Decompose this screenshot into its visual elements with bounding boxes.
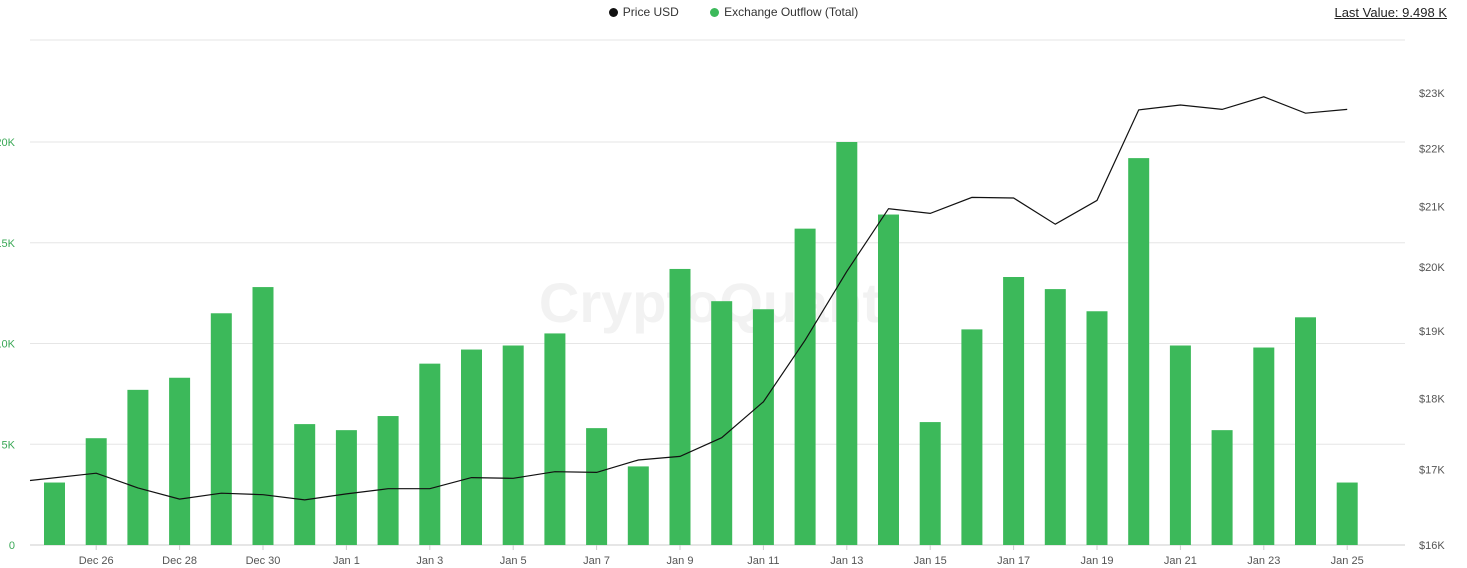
chart-legend: Price USD Exchange Outflow (Total) bbox=[0, 5, 1467, 20]
outflow-bar[interactable] bbox=[544, 333, 566, 545]
outflow-bars bbox=[44, 142, 1358, 546]
legend-label-price: Price USD bbox=[622, 5, 679, 19]
outflow-bar[interactable] bbox=[294, 424, 316, 545]
right-axis-tick-label: $16K bbox=[1419, 540, 1445, 552]
outflow-bar[interactable] bbox=[627, 466, 649, 545]
x-axis-tick-label: Jan 19 bbox=[1080, 555, 1113, 567]
outflow-bar[interactable] bbox=[794, 228, 816, 545]
outflow-bar[interactable] bbox=[461, 349, 482, 545]
outflow-bar[interactable] bbox=[1086, 311, 1108, 545]
watermark-text: CryptoQuant bbox=[539, 271, 881, 334]
outflow-bar[interactable] bbox=[335, 430, 357, 545]
legend-item-outflow[interactable]: Exchange Outflow (Total) bbox=[710, 5, 858, 19]
outflow-bar[interactable] bbox=[1169, 345, 1191, 545]
price-line[interactable] bbox=[29, 96, 1348, 501]
outflow-bar[interactable] bbox=[169, 377, 191, 545]
outflow-bar[interactable] bbox=[1336, 482, 1358, 545]
left-axis-tick-label: 20K bbox=[0, 137, 16, 149]
left-axis: 0 5K 10K 15K 20K bbox=[0, 137, 16, 552]
outflow-bar[interactable] bbox=[1003, 277, 1025, 545]
x-axis-tick-label: Jan 3 bbox=[416, 555, 443, 567]
outflow-bar[interactable] bbox=[711, 301, 733, 545]
outflow-bar[interactable] bbox=[586, 428, 608, 545]
outflow-bar[interactable] bbox=[752, 309, 774, 545]
x-axis-tick-label: Jan 13 bbox=[830, 555, 863, 567]
right-axis: $16K $17K $18K $19K $20K $21K $22K $23K bbox=[1419, 88, 1445, 552]
legend-label-outflow: Exchange Outflow (Total) bbox=[724, 5, 859, 19]
left-axis-tick-label: 0 bbox=[9, 540, 15, 552]
outflow-bar[interactable] bbox=[669, 268, 691, 545]
outflow-legend-dot-icon bbox=[710, 7, 720, 17]
x-axis-tick-label: Jan 23 bbox=[1247, 555, 1280, 567]
outflow-bar[interactable] bbox=[919, 422, 941, 545]
left-axis-tick-label: 15K bbox=[0, 238, 16, 250]
outflow-bar[interactable] bbox=[1044, 289, 1066, 545]
left-axis-tick-label: 10K bbox=[0, 339, 16, 351]
right-axis-tick-label: $20K bbox=[1419, 262, 1445, 274]
outflow-bar[interactable] bbox=[44, 482, 65, 545]
x-axis-tick-label: Jan 11 bbox=[747, 555, 779, 567]
legend-item-price[interactable]: Price USD bbox=[608, 5, 679, 19]
x-axis-tick-label: Jan 21 bbox=[1164, 555, 1197, 567]
outflow-bar[interactable] bbox=[419, 363, 441, 545]
outflow-bar[interactable] bbox=[1253, 347, 1275, 545]
outflow-bar[interactable] bbox=[85, 438, 107, 545]
outflow-bar[interactable] bbox=[1211, 430, 1233, 545]
left-axis-tick-label: 5K bbox=[2, 439, 16, 451]
x-axis-tick-label: Jan 7 bbox=[583, 555, 610, 567]
x-axis-tick-label: Jan 1 bbox=[333, 555, 360, 567]
outflow-bar[interactable] bbox=[127, 389, 149, 545]
outflow-bar[interactable] bbox=[961, 329, 983, 545]
x-axis: Dec 26 Dec 28 Dec 30 Jan 1 Jan 3 Jan 5 Jan 7 Ja… bbox=[79, 545, 1364, 567]
x-axis-tick-label: Jan 15 bbox=[914, 555, 947, 567]
outflow-bar[interactable] bbox=[878, 214, 899, 546]
last-value-number: 9.498 K bbox=[1402, 5, 1447, 20]
x-axis-tick-label: Jan 17 bbox=[997, 555, 1030, 567]
x-axis-tick-label: Jan 5 bbox=[500, 555, 527, 567]
outflow-bar[interactable] bbox=[377, 416, 399, 545]
outflow-bar[interactable] bbox=[1295, 317, 1316, 545]
right-axis-tick-label: $23K bbox=[1419, 88, 1445, 100]
price-line-layer bbox=[29, 96, 1348, 501]
outflow-bar[interactable] bbox=[836, 142, 858, 545]
outflow-bar[interactable] bbox=[210, 313, 232, 545]
last-value-link[interactable]: Last Value: 9.498 K bbox=[1334, 5, 1447, 20]
outflow-bar[interactable] bbox=[252, 287, 274, 545]
x-axis-tick-label: Dec 28 bbox=[162, 555, 197, 567]
right-axis-tick-label: $19K bbox=[1419, 326, 1445, 338]
right-axis-tick-label: $17K bbox=[1419, 464, 1445, 476]
right-axis-tick-label: $18K bbox=[1419, 393, 1445, 405]
price-legend-dot-icon bbox=[608, 7, 618, 17]
right-axis-tick-label: $22K bbox=[1419, 143, 1445, 155]
right-axis-tick-label: $21K bbox=[1419, 201, 1445, 213]
outflow-bar[interactable] bbox=[502, 345, 524, 545]
x-axis-tick-label: Jan 25 bbox=[1331, 555, 1364, 567]
x-axis-tick-label: Jan 9 bbox=[667, 555, 694, 567]
outflow-bar[interactable] bbox=[1128, 158, 1150, 545]
x-axis-tick-label: Dec 26 bbox=[79, 555, 114, 567]
last-value-prefix: Last Value: bbox=[1334, 5, 1403, 20]
x-axis-tick-label: Dec 30 bbox=[246, 555, 281, 567]
